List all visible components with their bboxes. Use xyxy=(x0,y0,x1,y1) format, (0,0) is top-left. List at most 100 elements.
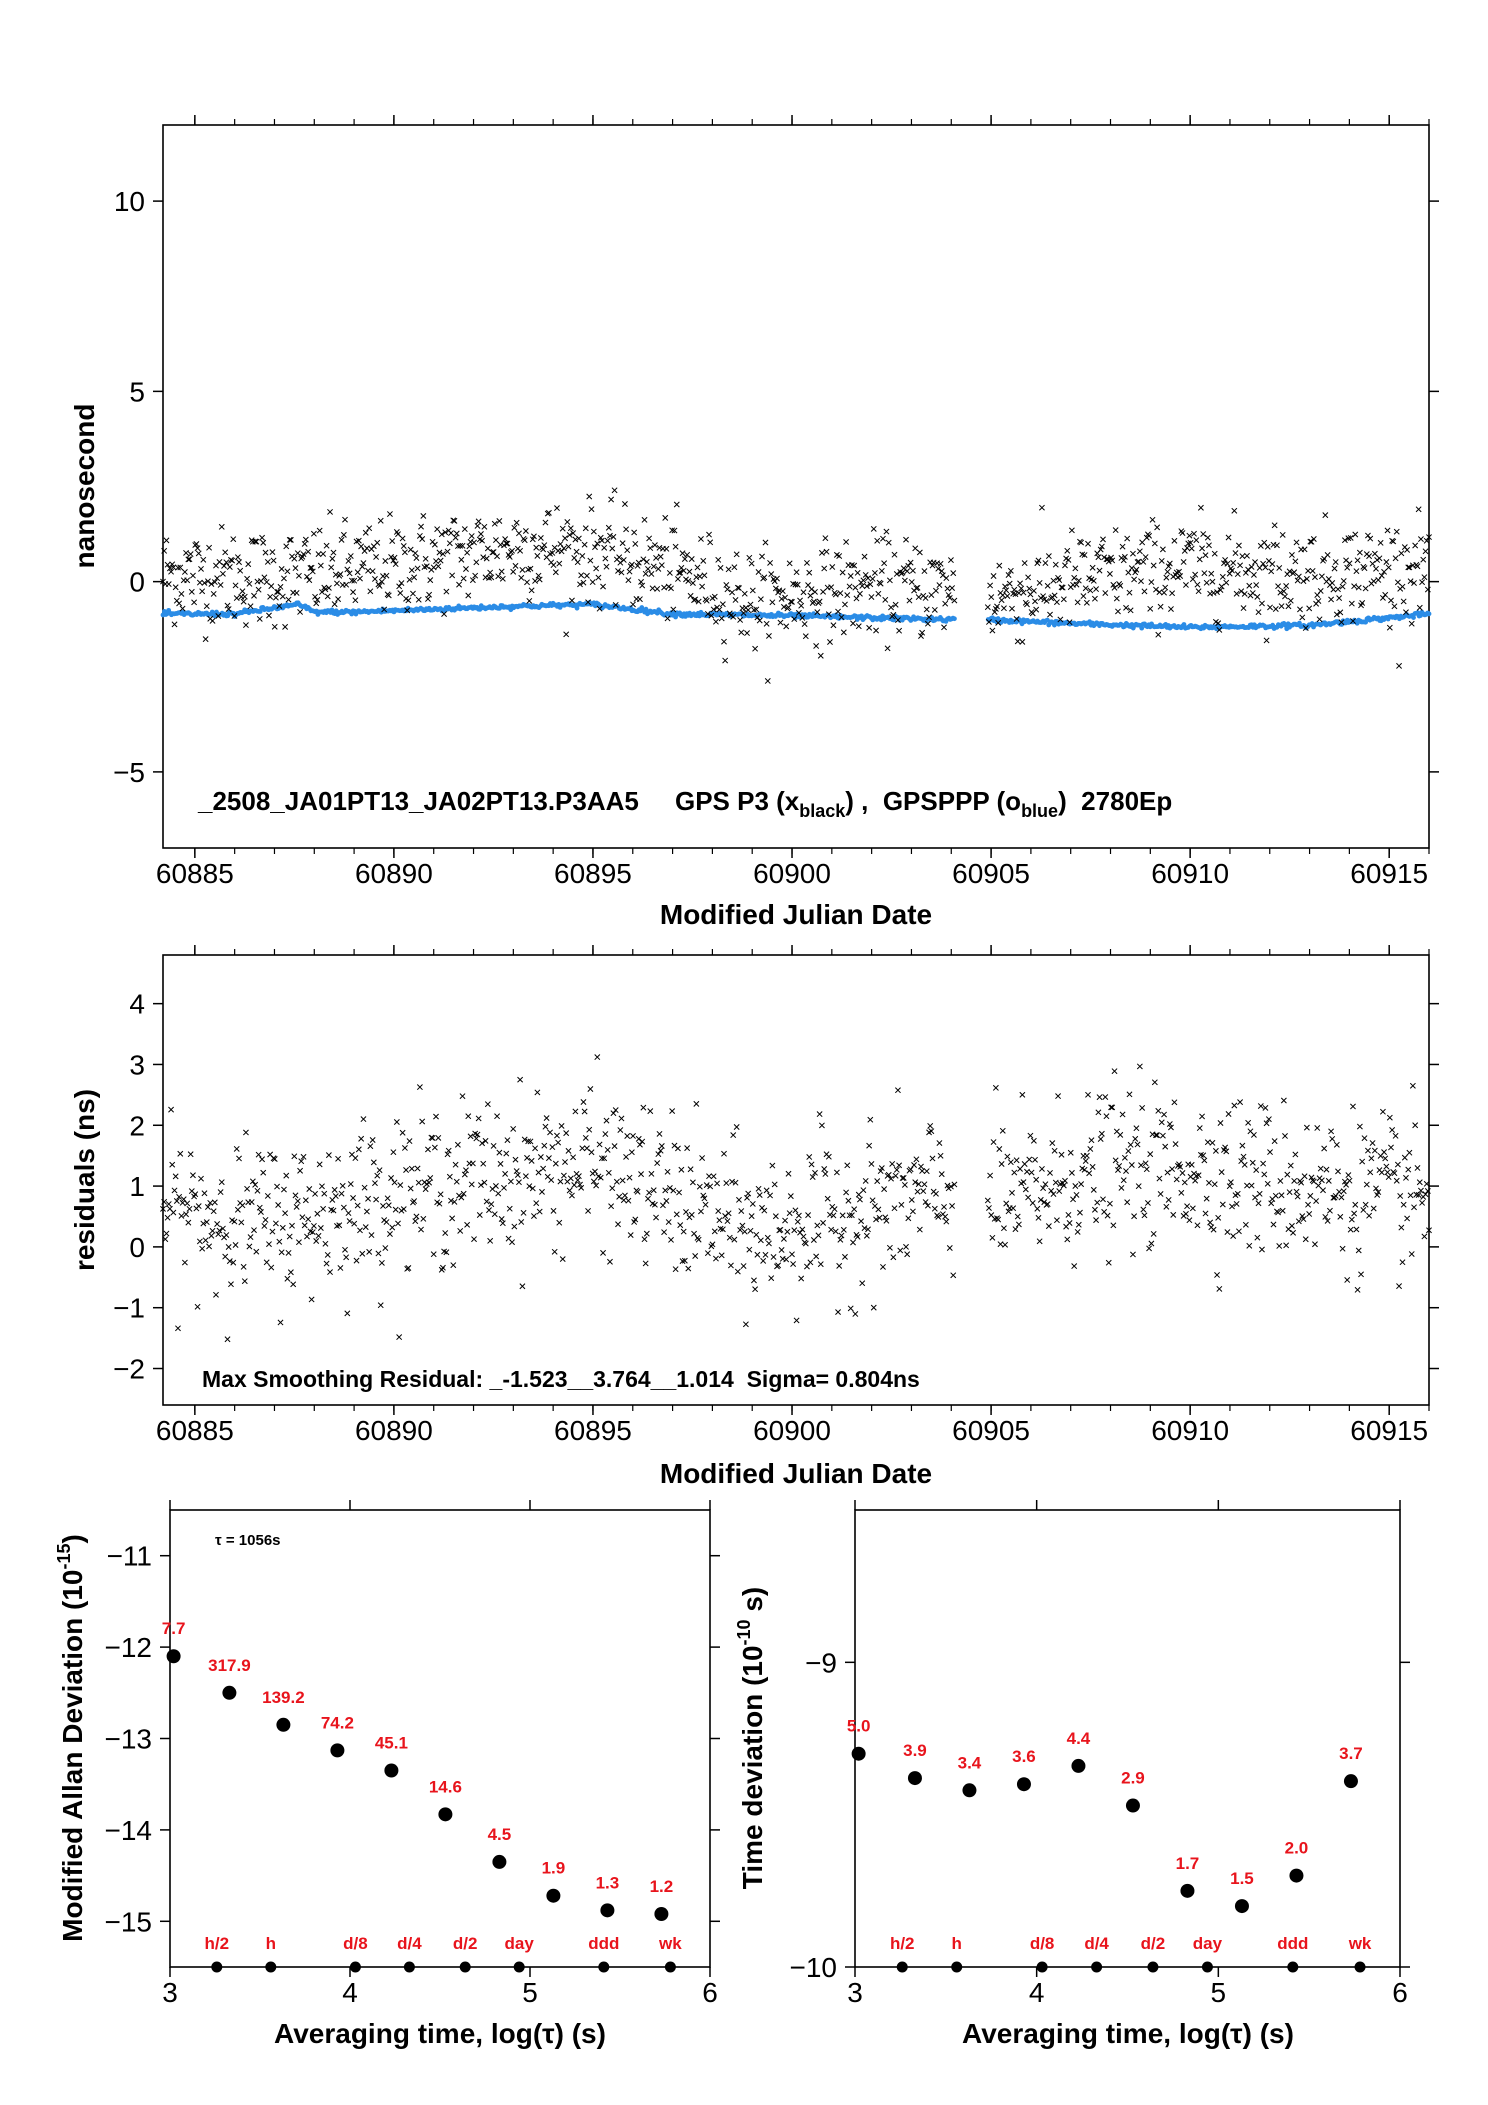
data-point xyxy=(1300,578,1307,585)
data-point xyxy=(464,1221,471,1228)
deviation-point xyxy=(546,1888,561,1903)
data-point xyxy=(868,594,875,600)
data-point xyxy=(931,1205,938,1212)
data-point xyxy=(192,1191,199,1198)
data-point xyxy=(285,1249,292,1256)
data-point xyxy=(617,559,624,566)
data-point xyxy=(812,1169,818,1176)
data-point xyxy=(716,606,723,613)
data-point xyxy=(681,1257,688,1264)
data-point xyxy=(1293,539,1300,546)
data-point xyxy=(793,569,800,576)
data-point xyxy=(246,1243,253,1250)
data-point xyxy=(601,544,608,551)
data-point xyxy=(181,1259,188,1266)
data-point xyxy=(1080,593,1087,600)
data-point xyxy=(562,535,568,542)
data-point xyxy=(374,539,381,546)
data-point xyxy=(751,1277,757,1284)
interval-marker xyxy=(1036,1961,1048,1973)
data-point xyxy=(161,1198,168,1205)
data-point xyxy=(1252,1194,1259,1201)
data-point xyxy=(297,609,304,615)
y-axis-title: Time deviation (10-10 s) xyxy=(734,1587,768,1890)
data-point xyxy=(1416,604,1423,611)
data-point xyxy=(586,1126,593,1133)
data-point xyxy=(703,1182,710,1189)
data-point xyxy=(1065,1211,1072,1218)
data-point xyxy=(724,1218,731,1225)
data-point xyxy=(730,1132,737,1139)
data-point xyxy=(990,573,997,579)
data-point xyxy=(1073,581,1080,588)
data-point xyxy=(1419,579,1426,586)
data-point xyxy=(215,613,222,619)
data-point xyxy=(568,1192,575,1199)
data-point xyxy=(1241,1161,1248,1168)
data-point xyxy=(710,1173,717,1180)
data-point xyxy=(1317,588,1324,594)
point-label: 1.9 xyxy=(542,1859,566,1878)
data-point xyxy=(1093,586,1100,593)
data-point xyxy=(777,619,784,626)
data-point xyxy=(602,1131,609,1138)
data-point xyxy=(899,1175,906,1182)
data-point xyxy=(755,569,762,575)
data-point xyxy=(869,575,876,582)
data-point xyxy=(1307,538,1314,545)
data-point xyxy=(327,1269,333,1276)
data-point xyxy=(328,564,335,571)
data-point xyxy=(1426,1227,1432,1234)
plot-frame xyxy=(854,1509,1401,1968)
data-point xyxy=(1169,1166,1176,1172)
data-point xyxy=(889,1160,896,1167)
data-point xyxy=(556,1219,563,1226)
data-point xyxy=(1217,587,1224,594)
data-point xyxy=(244,1185,251,1192)
data-point xyxy=(638,1171,645,1178)
data-point xyxy=(503,540,510,547)
data-point xyxy=(818,1122,825,1129)
panel-mdev: 3 4 5 6−11−12−13−14−15 7.7317.9139.274.245.… xyxy=(54,1500,720,2049)
data-point xyxy=(1050,577,1057,584)
data-point xyxy=(321,1190,328,1197)
data-point xyxy=(247,603,254,610)
data-point xyxy=(573,548,580,555)
data-point xyxy=(1129,1251,1136,1258)
data-point xyxy=(1035,557,1042,564)
data-point xyxy=(261,574,268,581)
data-point xyxy=(1417,536,1424,543)
data-point xyxy=(1091,595,1098,602)
data-point xyxy=(1361,1135,1368,1142)
data-point xyxy=(1139,1104,1146,1111)
data-point xyxy=(186,556,193,563)
data-point xyxy=(1081,552,1088,558)
data-point xyxy=(996,1146,1003,1152)
data-point xyxy=(1282,593,1288,600)
data-point xyxy=(405,597,412,604)
data-point xyxy=(407,1185,414,1192)
x-tick-label: 5 xyxy=(1211,1977,1227,2008)
data-point xyxy=(330,549,337,556)
data-point xyxy=(891,551,898,558)
data-point xyxy=(1193,537,1200,544)
data-point xyxy=(1053,1217,1060,1224)
data-point xyxy=(201,579,208,586)
data-point xyxy=(1322,1213,1329,1220)
data-point xyxy=(1313,1198,1320,1204)
data-point xyxy=(498,1216,505,1222)
data-point xyxy=(585,599,592,606)
data-point xyxy=(572,1108,579,1115)
data-point xyxy=(1219,573,1226,580)
data-point xyxy=(1420,556,1427,563)
data-point xyxy=(610,1110,617,1117)
data-point xyxy=(580,1099,587,1105)
data-point xyxy=(627,1232,634,1239)
data-point xyxy=(1240,1153,1247,1160)
data-point xyxy=(451,1198,458,1205)
data-point xyxy=(865,575,871,582)
data-point xyxy=(851,562,858,569)
data-point xyxy=(742,1321,749,1328)
data-point xyxy=(1353,1226,1360,1233)
data-point xyxy=(234,1206,241,1213)
